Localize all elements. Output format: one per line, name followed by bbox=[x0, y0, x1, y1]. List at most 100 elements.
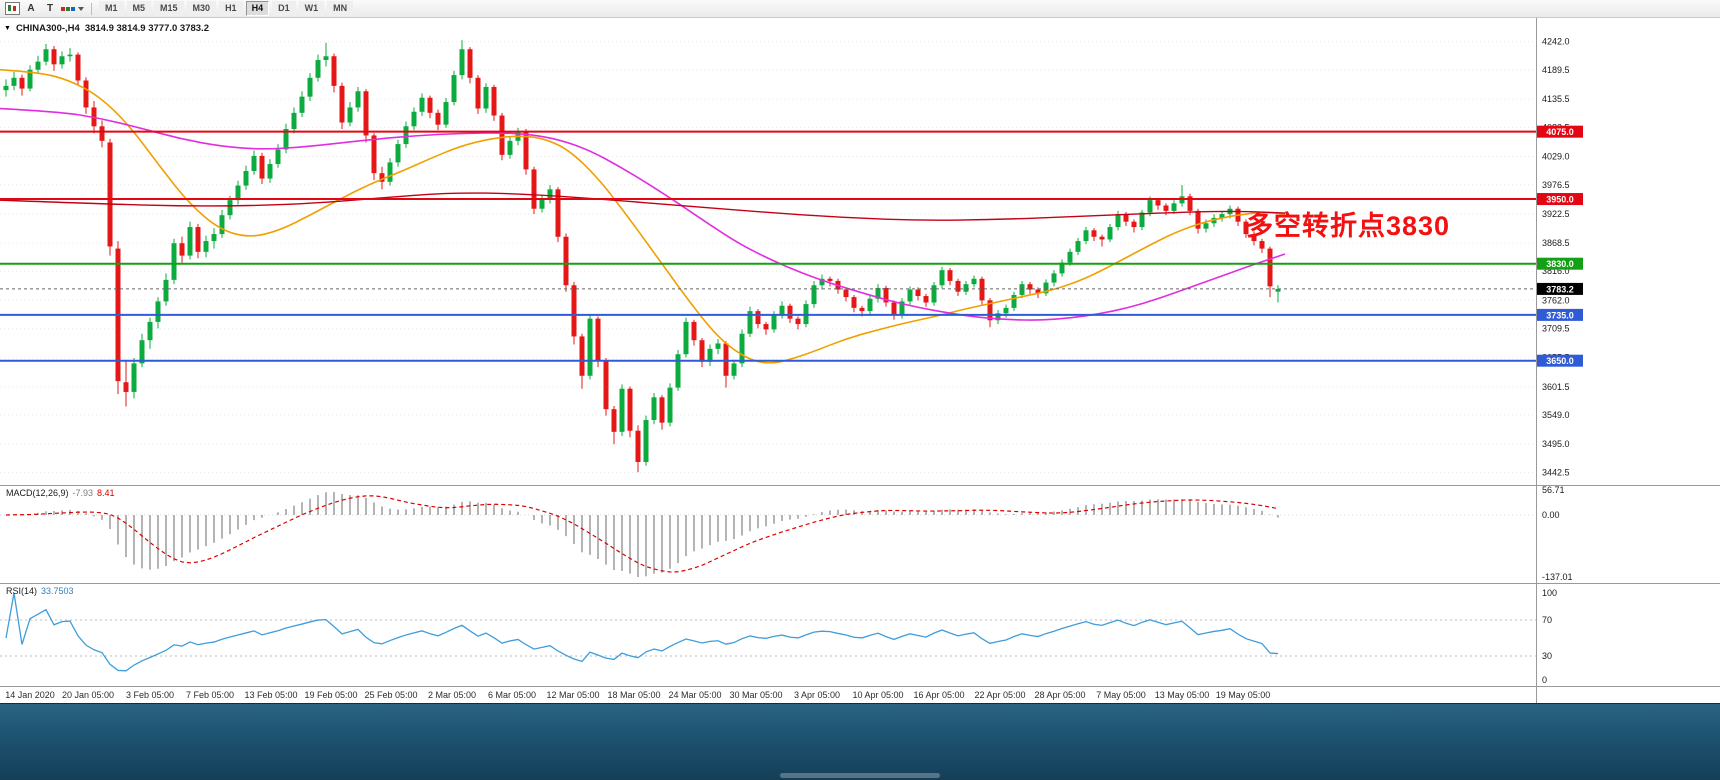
timeframe-m30[interactable]: M30 bbox=[186, 1, 217, 16]
time-axis-label: 25 Feb 05:00 bbox=[364, 690, 418, 700]
price-level-badge-3950.0-text: 3950.0 bbox=[1546, 195, 1574, 205]
time-axis-label: 19 May 05:00 bbox=[1215, 690, 1271, 700]
macd-histogram bbox=[13, 492, 1279, 577]
time-axis[interactable]: 14 Jan 2020 20 Jan 05:00 3 Feb 05:00 7 Feb … bbox=[0, 686, 1720, 703]
price-level-badge-3650.0[interactable] bbox=[1537, 354, 1583, 367]
ohlc-values: 3814.9 3814.9 3777.0 3783.2 bbox=[84, 23, 209, 34]
rsi-name: RSI(14) bbox=[6, 586, 38, 596]
time-axis-label: 28 Apr 05:00 bbox=[1034, 690, 1086, 700]
price-tick-label: 3922.5 bbox=[1542, 209, 1570, 219]
symbol-info: ▼ CHINA300-,H4 3814.9 3814.9 3777.0 3783… bbox=[4, 23, 209, 34]
macd-signal-line bbox=[5, 495, 1279, 573]
timeframe-d1[interactable]: D1 bbox=[272, 1, 296, 16]
current-price-badge[interactable] bbox=[1537, 282, 1583, 295]
price-annotation-text[interactable]: 多空转折点3830 bbox=[1246, 211, 1451, 241]
time-axis-label: 19 Feb 05:00 bbox=[304, 690, 358, 700]
status-bar bbox=[0, 703, 1720, 780]
ma-long-red[interactable] bbox=[0, 192, 1286, 221]
font-a-icon[interactable]: A bbox=[27, 3, 35, 14]
rsi-canvas[interactable]: 100 70 30 0 bbox=[0, 583, 1720, 686]
time-axis-label: 7 May 05:00 bbox=[1096, 690, 1146, 700]
main-chart-panel[interactable]: ▼ CHINA300-,H4 3814.9 3814.9 3777.0 3783… bbox=[0, 18, 1720, 485]
price-gridlines bbox=[0, 41, 1536, 473]
timeframe-m15[interactable]: M15 bbox=[154, 1, 184, 16]
price-level-badge-3830.0-text: 3830.0 bbox=[1546, 259, 1574, 269]
time-axis-label: 14 Jan 2020 bbox=[5, 690, 55, 700]
symbol-timeframe-label: CHINA300-,H4 bbox=[15, 23, 80, 34]
macd-panel[interactable]: MACD(12,26,9) -7.93 8.41 56.71 0.00 -137.01 bbox=[0, 485, 1720, 583]
ma-slow-magenta[interactable] bbox=[0, 107, 1286, 321]
timeframe-w1[interactable]: W1 bbox=[298, 1, 325, 16]
price-tick-label: 3868.5 bbox=[1542, 238, 1570, 248]
macd-axis-label: 0.00 bbox=[1542, 510, 1560, 520]
chart-window-icon[interactable] bbox=[4, 2, 20, 16]
price-tick-label: 3601.5 bbox=[1542, 382, 1570, 392]
time-axis-label: 12 Mar 05:00 bbox=[546, 690, 600, 700]
price-tick-label: 3442.5 bbox=[1542, 467, 1570, 477]
time-axis-label: 13 Feb 05:00 bbox=[244, 690, 298, 700]
time-axis-label: 2 Mar 05:00 bbox=[427, 690, 477, 700]
rsi-axis-label: 0 bbox=[1542, 675, 1547, 685]
rsi-value: 33.7503 bbox=[41, 586, 74, 596]
axis-border bbox=[1536, 687, 1537, 703]
color-swatch-green bbox=[66, 6, 70, 11]
top-toolbar: A T M1 M5 M15 M30 H1 H4 D1 W1 MN bbox=[0, 0, 1720, 18]
macd-label-line: MACD(12,26,9) -7.93 8.41 bbox=[6, 488, 115, 498]
timeframe-m1[interactable]: M1 bbox=[99, 1, 124, 16]
price-level-badge-3830.0[interactable] bbox=[1537, 257, 1583, 270]
price-tick-label: 3709.5 bbox=[1542, 324, 1570, 334]
price-level-badge-3950.0[interactable] bbox=[1537, 193, 1583, 206]
time-axis-label: 18 Mar 05:00 bbox=[607, 690, 661, 700]
time-axis-label: 22 Apr 05:00 bbox=[974, 690, 1026, 700]
price-tick-label: 3816.0 bbox=[1542, 266, 1570, 276]
price-tick-label: 3762.0 bbox=[1542, 295, 1570, 305]
color-swatch-blue bbox=[71, 6, 75, 11]
price-tick-label: 3495.0 bbox=[1542, 439, 1570, 449]
main-chart-canvas[interactable]: 4242.04189.54135.54082.54029.03976.53922… bbox=[0, 18, 1720, 485]
time-axis-label: 10 Apr 05:00 bbox=[852, 690, 904, 700]
toolbar-separator bbox=[91, 2, 92, 15]
timeframe-m5[interactable]: M5 bbox=[126, 1, 152, 16]
ma-medium-orange[interactable] bbox=[0, 68, 1286, 364]
rsi-panel[interactable]: RSI(14) 33.7503 100 70 30 0 bbox=[0, 583, 1720, 686]
rsi-label-line: RSI(14) 33.7503 bbox=[6, 586, 74, 596]
time-axis-label: 13 May 05:00 bbox=[1154, 690, 1210, 700]
time-axis-label: 7 Feb 05:00 bbox=[185, 690, 235, 700]
price-level-badge-4075.0[interactable] bbox=[1537, 125, 1583, 138]
price-level-badge-3735.0[interactable] bbox=[1537, 308, 1583, 321]
time-axis-label: 6 Mar 05:00 bbox=[487, 690, 537, 700]
taskbar-hint bbox=[780, 773, 940, 778]
price-level-badge-4075.0-text: 4075.0 bbox=[1546, 127, 1574, 137]
text-tool-icon[interactable]: T bbox=[46, 3, 54, 14]
price-tick-label: 3976.5 bbox=[1542, 180, 1570, 190]
price-axis-labels: 4242.04189.54135.54082.54029.03976.53922… bbox=[1542, 37, 1570, 478]
timeframe-mn[interactable]: MN bbox=[327, 1, 354, 16]
macd-signal-value: 8.41 bbox=[97, 488, 115, 498]
price-tick-label: 4029.0 bbox=[1542, 151, 1570, 161]
macd-name: MACD(12,26,9) bbox=[6, 488, 69, 498]
macd-canvas[interactable]: 56.71 0.00 -137.01 bbox=[0, 485, 1720, 583]
price-tick-label: 3549.0 bbox=[1542, 410, 1570, 420]
rsi-axis-label: 30 bbox=[1542, 651, 1552, 661]
symbol-marker-icon: ▼ bbox=[4, 25, 11, 32]
price-tick-label: 4135.5 bbox=[1542, 94, 1570, 104]
timeframe-h1[interactable]: H1 bbox=[219, 1, 243, 16]
price-tick-label: 4189.5 bbox=[1542, 65, 1570, 75]
current-price-badge-text: 3783.2 bbox=[1546, 284, 1574, 294]
candles bbox=[3, 40, 1281, 473]
time-axis-label: 3 Apr 05:00 bbox=[793, 690, 841, 700]
color-swatch-red bbox=[61, 6, 65, 11]
macd-main-value: -7.93 bbox=[72, 488, 94, 498]
time-axis-label: 16 Apr 05:00 bbox=[913, 690, 965, 700]
timeframe-h4[interactable]: H4 bbox=[245, 1, 270, 16]
colors-dropdown-icon[interactable] bbox=[61, 2, 84, 16]
time-axis-label: 20 Jan 05:00 bbox=[61, 690, 115, 700]
macd-axis-label: -137.01 bbox=[1542, 572, 1573, 582]
rsi-axis-label: 100 bbox=[1542, 588, 1557, 598]
rsi-line bbox=[5, 592, 1279, 672]
macd-axis-label: 56.71 bbox=[1542, 485, 1565, 495]
time-axis-label: 24 Mar 05:00 bbox=[668, 690, 722, 700]
chevron-down-icon bbox=[78, 6, 84, 11]
price-tick-label: 4242.0 bbox=[1542, 37, 1570, 47]
